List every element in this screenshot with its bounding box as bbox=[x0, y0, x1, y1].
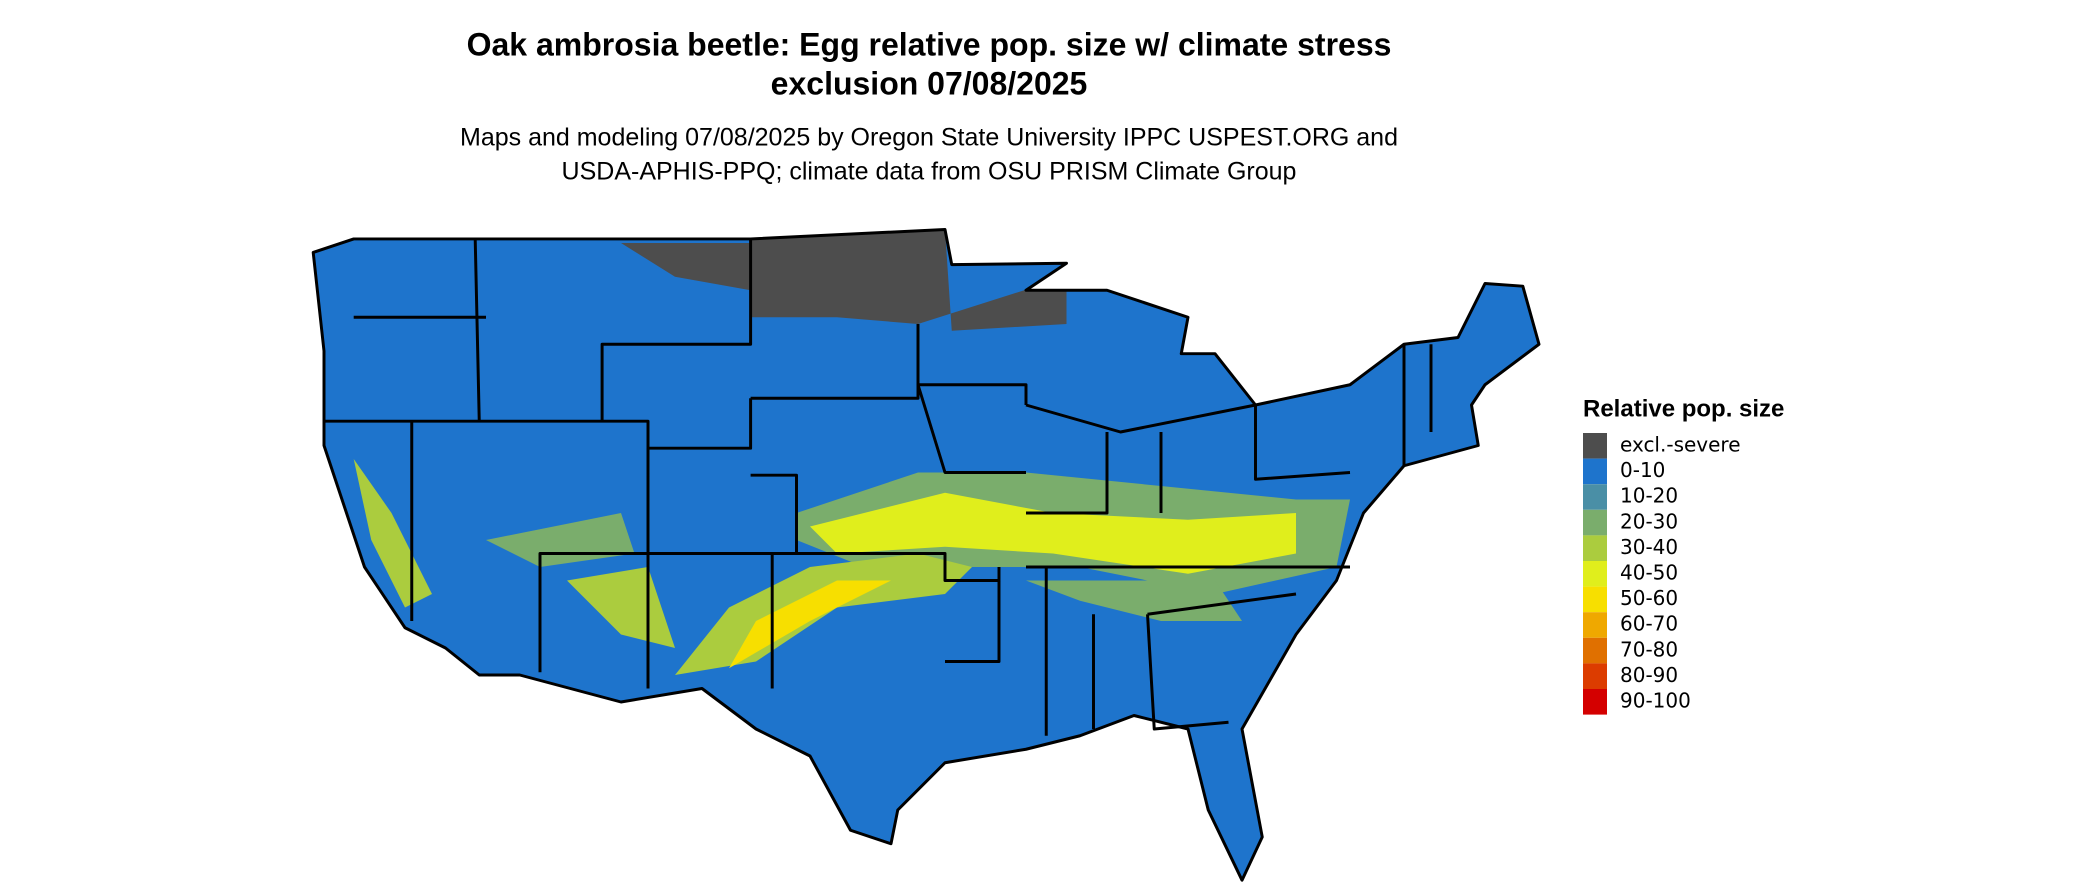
legend-label: 50-60 bbox=[1620, 586, 1678, 610]
legend-swatch bbox=[1583, 509, 1607, 536]
map bbox=[311, 228, 1541, 882]
legend-swatch bbox=[1583, 637, 1607, 664]
subtitle: Maps and modeling 07/08/2025 by Oregon S… bbox=[460, 124, 1398, 152]
legend-swatch bbox=[1583, 458, 1607, 485]
legend-swatch bbox=[1583, 586, 1607, 613]
title: Oak ambrosia beetle: Egg relative pop. s… bbox=[467, 26, 1392, 62]
legend-label: 80-90 bbox=[1620, 663, 1678, 687]
legend-label: 10-20 bbox=[1620, 484, 1678, 508]
legend: excl.-severe0-1010-2020-3030-4040-5050-6… bbox=[1583, 433, 1741, 715]
legend-swatch bbox=[1583, 689, 1607, 715]
legend-label: 0-10 bbox=[1620, 458, 1665, 482]
legend-label: excl.-severe bbox=[1620, 433, 1741, 457]
subtitle: USDA-APHIS-PPQ; climate data from OSU PR… bbox=[562, 158, 1297, 186]
legend-label: 30-40 bbox=[1620, 535, 1678, 559]
legend-label: 40-50 bbox=[1620, 561, 1678, 585]
legend-swatch bbox=[1583, 612, 1607, 638]
legend-label: 60-70 bbox=[1620, 612, 1678, 636]
title: exclusion 07/08/2025 bbox=[771, 65, 1088, 101]
legend-label: 20-30 bbox=[1620, 509, 1678, 533]
legend-swatch bbox=[1583, 484, 1607, 510]
legend-label: 90-100 bbox=[1620, 689, 1691, 713]
legend-swatch bbox=[1583, 433, 1607, 459]
legend-swatch bbox=[1583, 663, 1607, 689]
legend-title: Relative pop. size bbox=[1583, 395, 1784, 422]
legend-label: 70-80 bbox=[1620, 637, 1678, 661]
legend-swatch bbox=[1583, 535, 1607, 561]
legend-swatch bbox=[1583, 561, 1607, 587]
